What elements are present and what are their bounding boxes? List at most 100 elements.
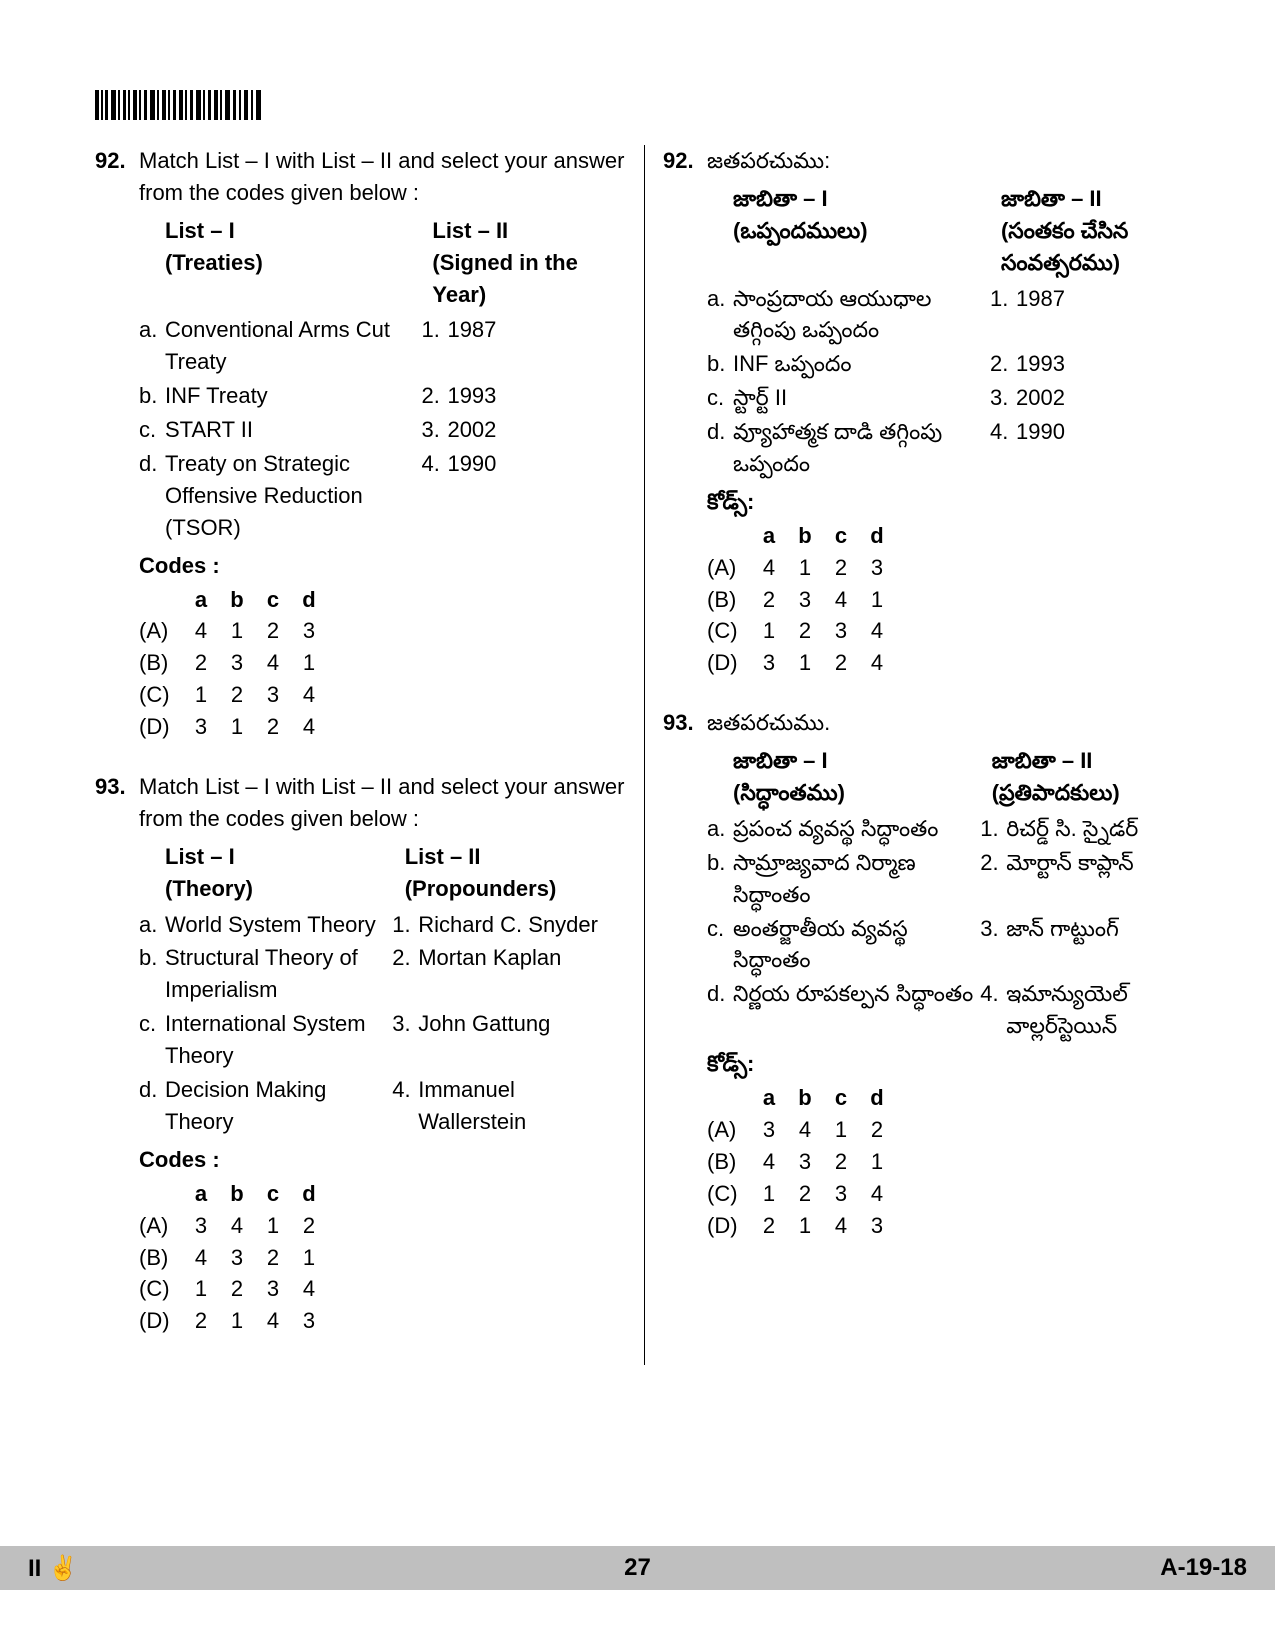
row-right-text: 1987 [1016, 283, 1065, 347]
list2-header: జాబితా – II (ప్రతిపాదకులు) [992, 745, 1195, 809]
codes-head-cell: c [823, 1082, 859, 1114]
question-body: Match List – I with List – II and select… [139, 145, 626, 743]
option-label: (C) [707, 615, 751, 647]
option-cell: 4 [823, 584, 859, 616]
list1-header: List – I (Treaties) [165, 215, 432, 311]
option-cell: 4 [859, 615, 895, 647]
list-rows: a.Conventional Arms Cut Treaty1.1987b.IN… [139, 314, 626, 543]
row-right-text: Immanuel Wallerstein [418, 1074, 626, 1138]
option-label: (B) [139, 647, 183, 679]
option-cell: 4 [219, 1210, 255, 1242]
list-rows: a.World System Theory1.Richard C. Snyder… [139, 909, 626, 1138]
codes-head-cell: b [219, 1178, 255, 1210]
codes-label: Codes : [139, 1144, 626, 1176]
question-number: 92. [95, 145, 139, 743]
option-cell: 3 [291, 615, 327, 647]
option-cell: 4 [823, 1210, 859, 1242]
list-row: a.సాంప్రదాయ ఆయుధాల తగ్గింపు ఒప్పందం1.198… [707, 283, 1195, 347]
codes-head-cell: c [255, 584, 291, 616]
option-cell: 3 [823, 1178, 859, 1210]
row-number: 1. [421, 314, 447, 378]
option-cell: 1 [751, 1178, 787, 1210]
two-column-layout: 92. Match List – I with List – II and se… [95, 145, 1195, 1365]
list1-title: List – I [165, 841, 405, 873]
codes-row: (A)4123 [707, 552, 1195, 584]
codes-row: (C)1234 [707, 1178, 1195, 1210]
codes-row: (C)1234 [139, 1273, 626, 1305]
question-number: 93. [663, 707, 707, 1241]
option-cell: 3 [787, 1146, 823, 1178]
row-left-text: సామ్రాజ్యవాద నిర్మాణ సిద్ధాంతం [733, 847, 980, 911]
option-cell: 3 [823, 615, 859, 647]
codes-header: abcd [751, 520, 1195, 552]
option-cell: 4 [183, 1242, 219, 1274]
codes-head-cell: a [751, 1082, 787, 1114]
row-number: 3. [990, 382, 1016, 414]
list2-title: జాబితా – II [992, 745, 1195, 777]
option-cell: 4 [255, 1305, 291, 1337]
list1-subtitle: (Theory) [165, 873, 405, 905]
list1-header: జాబితా – I (సిద్ధాంతము) [733, 745, 992, 809]
option-cell: 4 [859, 647, 895, 679]
codes-row: (B)4321 [707, 1146, 1195, 1178]
list-row: a.ప్రపంచ వ్యవస్థ సిద్ధాంతం1.రిచర్డ్ సి. … [707, 813, 1195, 845]
row-left-text: Structural Theory of Imperialism [165, 942, 392, 1006]
list1-title: జాబితా – I [733, 745, 992, 777]
option-cell: 1 [751, 615, 787, 647]
option-cell: 2 [183, 647, 219, 679]
option-cell: 1 [219, 615, 255, 647]
row-left-text: వ్యూహాత్మక దాడి తగ్గింపు ఒప్పందం [733, 416, 990, 480]
option-cell: 4 [859, 1178, 895, 1210]
option-cell: 1 [183, 1273, 219, 1305]
codes-header: abcd [751, 1082, 1195, 1114]
option-label: (D) [707, 1210, 751, 1242]
row-left-text: Conventional Arms Cut Treaty [165, 314, 421, 378]
row-right-text: 2002 [447, 414, 496, 446]
list2-header: List – II (Signed in the Year) [432, 215, 626, 311]
option-cell: 4 [751, 552, 787, 584]
row-right-text: జాన్ గాట్టుంగ్ [1006, 913, 1119, 977]
row-left-text: INF ఒప్పందం [733, 348, 852, 380]
option-label: (C) [139, 1273, 183, 1305]
codes-row: (D)2143 [707, 1210, 1195, 1242]
option-cell: 1 [183, 679, 219, 711]
option-cell: 4 [751, 1146, 787, 1178]
option-cell: 3 [255, 679, 291, 711]
list2-subtitle: (Signed in the Year) [432, 247, 626, 311]
codes-header: abcd [183, 1178, 626, 1210]
list-row: c.అంతర్జాతీయ వ్యవస్థ సిద్ధాంతం3.జాన్ గాట… [707, 913, 1195, 977]
option-cell: 3 [255, 1273, 291, 1305]
codes-head-cell: a [751, 520, 787, 552]
list-rows: a.సాంప్రదాయ ఆయుధాల తగ్గింపు ఒప్పందం1.198… [707, 283, 1195, 480]
option-cell: 1 [787, 647, 823, 679]
option-cell: 2 [823, 647, 859, 679]
list1-subtitle: (ఒప్పందములు) [733, 215, 1001, 247]
row-number: 3. [421, 414, 447, 446]
option-cell: 4 [291, 1273, 327, 1305]
list2-subtitle: (సంతకం చేసిన సంవత్సరము) [1001, 215, 1195, 279]
codes-row: (A)4123 [139, 615, 626, 647]
list2-title: జాబితా – II [1001, 183, 1195, 215]
codes-head-cell: b [787, 1082, 823, 1114]
codes-row: (D)3124 [707, 647, 1195, 679]
list-row: d.Decision Making Theory4.Immanuel Walle… [139, 1074, 626, 1138]
row-number: 2. [980, 847, 1006, 911]
list1-title: జాబితా – I [733, 183, 1001, 215]
row-right-text: 1990 [447, 448, 496, 544]
row-left-text: నిర్ణయ రూపకల్పన సిద్ధాంతం [733, 978, 973, 1042]
codes-rows: (A)3412(B)4321(C)1234(D)2143 [707, 1114, 1195, 1242]
option-label: (C) [139, 679, 183, 711]
question-93-telugu: 93. జతపరచుము. జాబితా – I (సిద్ధాంతము) జా… [663, 707, 1195, 1241]
row-left-text: International System Theory [165, 1008, 392, 1072]
row-letter: b. [707, 847, 733, 911]
row-letter: a. [707, 283, 733, 347]
row-left-text: ప్రపంచ వ్యవస్థ సిద్ధాంతం [733, 813, 938, 845]
option-cell: 3 [751, 1114, 787, 1146]
row-right-text: Mortan Kaplan [418, 942, 561, 1006]
option-cell: 3 [787, 584, 823, 616]
row-number: 4. [990, 416, 1016, 480]
option-cell: 1 [859, 1146, 895, 1178]
option-cell: 2 [859, 1114, 895, 1146]
row-number: 1. [392, 909, 418, 941]
codes-label: కోడ్స్: [707, 486, 1195, 518]
